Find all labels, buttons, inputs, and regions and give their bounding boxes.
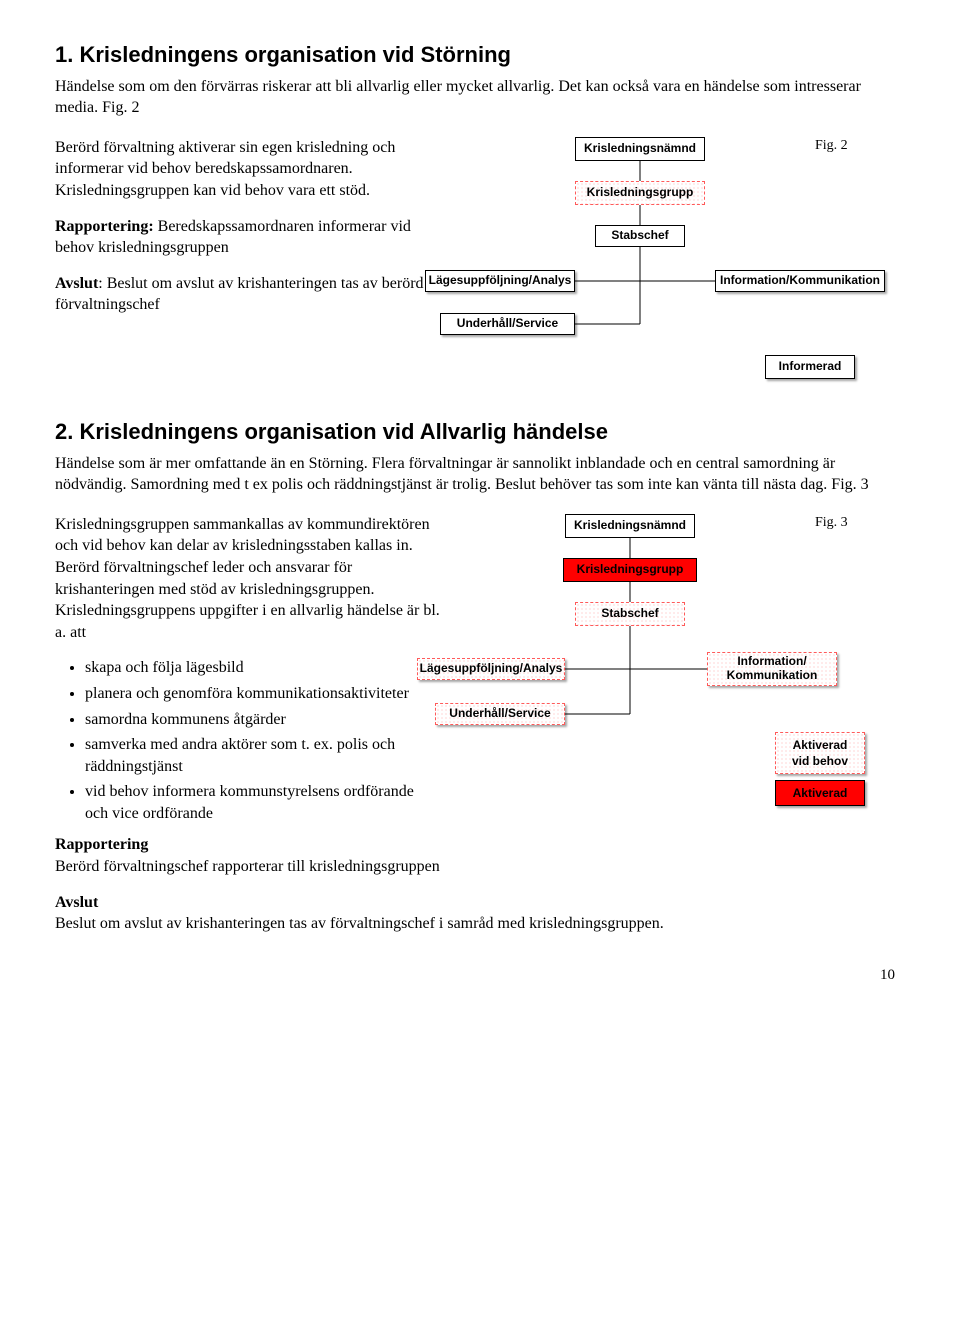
section2-body: Fig. 3 Krisledningsnämnd Krisledningsgru…	[55, 514, 905, 935]
node2-stab: Stabschef	[575, 602, 685, 626]
section1-chart: Fig. 2 Krisledningsnämnd Krisledningsgru…	[455, 137, 905, 397]
chart2-wrap: Fig. 3 Krisledningsnämnd Krisledningsgru…	[455, 514, 905, 824]
avslut-label: Avslut	[55, 275, 98, 292]
node2-info: Information/ Kommunikation	[707, 652, 837, 686]
section2-avslut: Avslut Beslut om avslut av krishantering…	[55, 892, 905, 935]
avslut-h: Avslut	[55, 894, 98, 911]
section1-intro: Händelse som om den förvärras riskerar a…	[55, 76, 905, 119]
chart2: Fig. 3 Krisledningsnämnd Krisledningsgru…	[455, 514, 905, 824]
avslut-t: Beslut om avslut av krishanteringen tas …	[55, 915, 664, 932]
legend-akt: Aktiverad	[775, 780, 865, 806]
fig2-label: Fig. 2	[815, 137, 848, 156]
node-group: Krisledningsgrupp	[575, 181, 705, 205]
section2-p2: Krisledningsgruppen sammankallas av komm…	[55, 514, 475, 644]
section2-rapportering: Rapportering Berörd förvaltningschef rap…	[55, 834, 905, 877]
node-stab: Stabschef	[595, 225, 685, 247]
section2-heading: 2. Krisledningens organisation vid Allva…	[55, 417, 905, 447]
node-informerad: Informerad	[765, 355, 855, 379]
node2-under: Underhåll/Service	[435, 703, 565, 725]
avslut-text: : Beslut om avslut av krishanteringen ta…	[55, 275, 424, 314]
node2-group: Krisledningsgrupp	[563, 558, 697, 582]
section1-rapportering: Rapportering: Beredskapssamordnaren info…	[55, 216, 435, 259]
page-number: 10	[55, 965, 905, 985]
section1-left: Berörd förvaltning aktiverar sin egen kr…	[55, 137, 435, 397]
rapportering-label: Rapportering:	[55, 218, 154, 235]
rapportering-h: Rapportering	[55, 836, 148, 853]
fig3-label: Fig. 3	[815, 514, 848, 533]
section1-two-col: Berörd förvaltning aktiverar sin egen kr…	[55, 137, 905, 397]
node2-top: Krisledningsnämnd	[565, 514, 695, 538]
node-under: Underhåll/Service	[440, 313, 575, 335]
node2-lage: Lägesuppföljning/Analys	[417, 658, 565, 680]
node-top: Krisledningsnämnd	[575, 137, 705, 161]
rapportering-t: Berörd förvaltningschef rapporterar till…	[55, 858, 440, 875]
legend-akt-behov: Aktiverad vid behov	[775, 732, 865, 774]
section2-intro: Händelse som är mer omfattande än en Stö…	[55, 453, 905, 496]
section1-p1: Berörd förvaltning aktiverar sin egen kr…	[55, 137, 435, 202]
node-lage: Lägesuppföljning/Analys	[425, 270, 575, 292]
section1-heading: 1. Krisledningens organisation vid Störn…	[55, 40, 905, 70]
chart1: Fig. 2 Krisledningsnämnd Krisledningsgru…	[455, 137, 905, 397]
section1-avslut: Avslut: Beslut om avslut av krishanterin…	[55, 273, 435, 316]
node-info: Information/Kommunikation	[715, 270, 885, 292]
